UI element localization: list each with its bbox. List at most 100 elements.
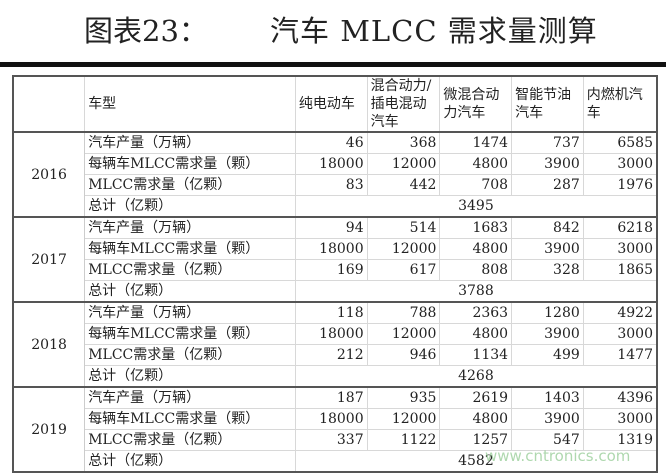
figure-title: 图表23： 汽车 MLCC 需求量测算 [0, 8, 666, 52]
value-cell: 4800 [439, 408, 513, 430]
value-cell: 18000 [294, 323, 368, 345]
table-row: 每辆车MLCC需求量（颗） 18000 12000 4800 3900 3000 [13, 238, 658, 260]
row-label: MLCC需求量（亿颗） [84, 429, 296, 451]
value-cell: 737 [511, 131, 584, 154]
watermark: www.cntronics.com [485, 447, 631, 465]
value-cell: 12000 [366, 323, 441, 345]
total-value: 4582 [294, 450, 658, 473]
value-cell: 2619 [439, 386, 513, 409]
row-label: 每辆车MLCC需求量（颗） [84, 408, 296, 430]
value-cell: 18000 [294, 238, 368, 260]
value-cell: 187 [294, 386, 368, 409]
header-cell: 纯电动车 [294, 75, 368, 133]
value-cell: 4800 [439, 153, 513, 175]
header-cell: 智能节油汽车 [511, 75, 584, 133]
value-cell: 3900 [511, 153, 584, 175]
mlcc-demand-table: 车型 纯电动车 混合动力/插电混动汽车 微混合动力汽车 智能节油汽车 内燃机汽车… [12, 75, 658, 473]
row-label: 汽车产量（万辆） [84, 131, 296, 154]
value-cell: 4800 [439, 238, 513, 260]
value-cell: 1865 [582, 259, 658, 281]
value-cell: 617 [366, 259, 441, 281]
value-cell: 442 [366, 174, 441, 196]
value-cell: 1319 [582, 429, 658, 451]
value-cell: 1403 [511, 386, 584, 409]
value-cell: 18000 [294, 153, 368, 175]
header-cell [12, 75, 86, 133]
value-cell: 3900 [511, 238, 584, 260]
total-row: 总计（亿颗） 3495 [13, 195, 658, 218]
row-label: 每辆车MLCC需求量（颗） [84, 153, 296, 175]
value-cell: 808 [439, 259, 513, 281]
row-label: 总计（亿颗） [84, 195, 296, 218]
year-cell: 2019 [12, 386, 86, 473]
value-cell: 12000 [366, 408, 441, 430]
value-cell: 46 [294, 131, 368, 154]
table-row: MLCC需求量（亿颗） 169 617 808 328 1865 [13, 259, 658, 281]
value-cell: 4800 [439, 323, 513, 345]
header-cell: 车型 [84, 75, 296, 133]
total-row: 总计（亿颗） 4268 [13, 365, 658, 388]
row-label: 汽车产量（万辆） [84, 216, 296, 239]
value-cell: 547 [511, 429, 584, 451]
value-cell: 1683 [439, 216, 513, 239]
value-cell: 6585 [582, 131, 658, 154]
value-cell: 1976 [582, 174, 658, 196]
figure-caption: 汽车 MLCC 需求量测算 [270, 14, 598, 48]
value-cell: 1474 [439, 131, 513, 154]
value-cell: 169 [294, 259, 368, 281]
value-cell: 499 [511, 344, 584, 366]
value-cell: 1477 [582, 344, 658, 366]
value-cell: 4922 [582, 301, 658, 324]
value-cell: 3000 [582, 323, 658, 345]
row-label: MLCC需求量（亿颗） [84, 259, 296, 281]
table-row: MLCC需求量（亿颗） 212 946 1134 499 1477 [13, 344, 658, 366]
value-cell: 842 [511, 216, 584, 239]
table-row: 2019 汽车产量（万辆） 187 935 2619 1403 4396 [12, 386, 658, 473]
value-cell: 18000 [294, 408, 368, 430]
header-cell: 微混合动力汽车 [439, 75, 513, 133]
value-cell: 118 [294, 301, 368, 324]
value-cell: 1280 [511, 301, 584, 324]
total-value: 4268 [294, 365, 658, 388]
figure-number: 图表23： [84, 14, 208, 48]
row-label: 总计（亿颗） [84, 450, 296, 473]
header-row: 车型 纯电动车 混合动力/插电混动汽车 微混合动力汽车 智能节油汽车 内燃机汽车 [12, 75, 658, 133]
table-row: 2018 汽车产量（万辆） 118 788 2363 1280 4922 [12, 301, 658, 388]
value-cell: 2363 [439, 301, 513, 324]
value-cell: 3000 [582, 238, 658, 260]
row-label: 总计（亿颗） [84, 280, 296, 303]
value-cell: 3000 [582, 153, 658, 175]
value-cell: 12000 [366, 238, 441, 260]
value-cell: 12000 [366, 153, 441, 175]
value-cell: 708 [439, 174, 513, 196]
value-cell: 788 [366, 301, 441, 324]
table-row: MLCC需求量（亿颗） 337 1122 1257 547 1319 [13, 429, 658, 451]
header-cell: 内燃机汽车 [582, 75, 658, 133]
table-row: 每辆车MLCC需求量（颗） 18000 12000 4800 3900 3000 [13, 153, 658, 175]
year-cell: 2018 [12, 301, 86, 388]
year-cell: 2017 [12, 216, 86, 303]
value-cell: 212 [294, 344, 368, 366]
total-value: 3788 [294, 280, 658, 303]
value-cell: 514 [366, 216, 441, 239]
value-cell: 3900 [511, 323, 584, 345]
year-cell: 2016 [12, 131, 86, 218]
value-cell: 1257 [439, 429, 513, 451]
value-cell: 287 [511, 174, 584, 196]
value-cell: 83 [294, 174, 368, 196]
value-cell: 3900 [511, 408, 584, 430]
total-value: 3495 [294, 195, 658, 218]
value-cell: 4396 [582, 386, 658, 409]
table-row: 2016 汽车产量（万辆） 46 368 1474 737 6585 [12, 131, 658, 218]
row-label: 每辆车MLCC需求量（颗） [84, 238, 296, 260]
table-row: 2017 汽车产量（万辆） 94 514 1683 842 6218 [12, 216, 658, 303]
total-row: 总计（亿颗） 3788 [13, 280, 658, 303]
row-label: 汽车产量（万辆） [84, 386, 296, 409]
value-cell: 6218 [582, 216, 658, 239]
row-label: 总计（亿颗） [84, 365, 296, 388]
value-cell: 3000 [582, 408, 658, 430]
value-cell: 337 [294, 429, 368, 451]
value-cell: 935 [366, 386, 441, 409]
value-cell: 946 [366, 344, 441, 366]
value-cell: 94 [294, 216, 368, 239]
